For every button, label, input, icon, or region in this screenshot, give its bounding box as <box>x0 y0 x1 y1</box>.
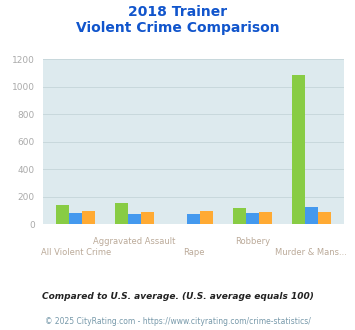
Text: All Violent Crime: All Violent Crime <box>40 248 111 257</box>
Bar <box>187 214 200 224</box>
Bar <box>246 213 259 224</box>
Bar <box>259 212 272 224</box>
Bar <box>305 207 318 224</box>
Bar <box>69 214 82 224</box>
Text: Robbery: Robbery <box>235 238 270 247</box>
Text: Murder & Mans...: Murder & Mans... <box>275 248 347 257</box>
Bar <box>318 212 331 224</box>
Bar <box>115 203 128 224</box>
Bar <box>233 208 246 224</box>
Bar <box>292 75 305 224</box>
Bar <box>141 212 154 224</box>
Bar <box>200 211 213 224</box>
Text: Compared to U.S. average. (U.S. average equals 100): Compared to U.S. average. (U.S. average … <box>42 292 313 301</box>
Text: Rape: Rape <box>183 248 204 257</box>
Text: 2018 Trainer: 2018 Trainer <box>128 5 227 19</box>
Legend: Trainer, Pennsylvania, National: Trainer, Pennsylvania, National <box>65 329 322 330</box>
Text: Aggravated Assault: Aggravated Assault <box>93 238 176 247</box>
Text: Violent Crime Comparison: Violent Crime Comparison <box>76 21 279 35</box>
Bar <box>128 214 141 224</box>
Text: © 2025 CityRating.com - https://www.cityrating.com/crime-statistics/: © 2025 CityRating.com - https://www.city… <box>45 317 310 326</box>
Bar <box>82 211 95 224</box>
Bar <box>56 205 69 224</box>
